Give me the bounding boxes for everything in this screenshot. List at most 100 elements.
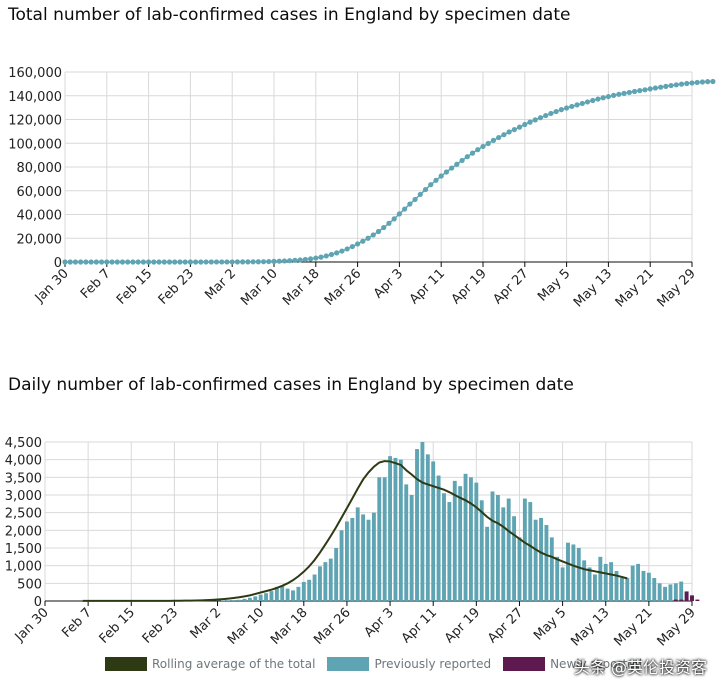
bar-previously-reported [533, 519, 538, 601]
cumulative-point [219, 259, 225, 265]
cumulative-point [490, 137, 497, 143]
cumulative-point [213, 259, 220, 265]
bar-previously-reported [226, 600, 231, 601]
cumulative-point [370, 232, 376, 238]
bar-previously-reported [382, 477, 387, 601]
cumulative-point [647, 86, 653, 92]
chart2-xtick-label: May 21 [611, 605, 655, 649]
cumulative-point [480, 143, 486, 150]
cumulative-point [522, 121, 528, 128]
bar-previously-reported [603, 563, 608, 601]
chart1-xtick-label: Mar 2 [202, 266, 239, 303]
bar-previously-reported [285, 588, 290, 601]
cumulative-point [652, 85, 659, 91]
cumulative-point [88, 259, 94, 265]
cumulative-point [240, 259, 246, 265]
chart1-xtick-label: May 21 [613, 266, 657, 310]
rolling-average-line [82, 460, 628, 602]
bar-previously-reported [366, 519, 371, 601]
chart1-ytick-label: 140,000 [8, 90, 62, 105]
cumulative-point [564, 105, 570, 111]
bar-previously-reported [388, 456, 393, 601]
cumulative-point [574, 102, 580, 108]
cumulative-point [349, 243, 355, 250]
cumulative-point [611, 92, 617, 98]
chart1-ytick-label: 100,000 [8, 137, 62, 152]
cumulative-point [548, 110, 554, 117]
chart2-title: Daily number of lab-confirmed cases in E… [8, 375, 574, 395]
bar-newly-reported [673, 599, 678, 601]
legend-entry-new[interactable]: Newly reported [503, 657, 642, 671]
bar-previously-reported [420, 442, 425, 601]
chart1-xtick-label: Mar 10 [238, 266, 281, 309]
bar-newly-reported [684, 591, 689, 601]
bar-previously-reported [442, 493, 446, 601]
legend-entry-previous[interactable]: Previously reported [327, 657, 491, 671]
cumulative-point [600, 95, 606, 101]
bar-previously-reported [334, 548, 339, 601]
cumulative-point [234, 259, 241, 265]
cumulative-point [663, 83, 669, 89]
legend-label-new: Newly reported [550, 657, 643, 671]
cumulative-point [198, 259, 204, 265]
cumulative-point [506, 129, 512, 135]
cumulative-point [396, 211, 402, 217]
chart1-xtick-label: May 29 [655, 266, 699, 310]
chart2-ytick-label: 2,500 [5, 507, 42, 522]
cumulative-point [229, 259, 235, 265]
cumulative-point [516, 124, 523, 130]
cumulative-point [297, 257, 303, 263]
bar-previously-reported [490, 491, 495, 601]
cumulative-point [135, 259, 141, 265]
cumulative-point [260, 259, 267, 265]
bar-previously-reported [361, 514, 366, 601]
chart2-xtick-label: Jan 30 [12, 605, 52, 645]
cumulative-point [130, 259, 136, 265]
cumulative-point [710, 78, 716, 85]
legend-swatch-previous [327, 657, 370, 671]
cumulative-line [65, 80, 713, 263]
bar-previously-reported [625, 578, 630, 601]
legend-entry-rolling[interactable]: Rolling average of the total [105, 657, 315, 671]
chart2-ytick-label: 3,500 [5, 471, 42, 486]
chart2-legend: Rolling average of the total Previously … [105, 657, 654, 671]
cumulative-point [255, 259, 261, 265]
chart2-xtick-label: Mar 10 [225, 605, 268, 648]
chart2-ytick-label: 3,000 [5, 489, 42, 504]
chart1-ytick-label: 40,000 [17, 209, 63, 224]
cumulative-point [172, 259, 178, 265]
chart2-ytick-label: 0 [34, 595, 42, 610]
bar-previously-reported [371, 512, 376, 601]
bar-previously-reported [668, 584, 673, 601]
chart2-xtick-label: Apr 11 [399, 605, 440, 646]
bar-previously-reported [619, 578, 624, 601]
cumulative-point [344, 246, 350, 252]
cumulative-point [302, 256, 308, 263]
chart1-ytick-label: 120,000 [8, 114, 62, 129]
cumulative-point [193, 259, 199, 265]
chart2-xtick-label: May 5 [531, 605, 569, 643]
bar-previously-reported [431, 461, 436, 601]
chart2-xtick-label: Feb 7 [59, 605, 95, 641]
cumulative-point [673, 82, 679, 88]
cumulative-point [323, 253, 329, 259]
bar-previously-reported [593, 574, 597, 601]
cumulative-point [72, 259, 79, 265]
chart1-ytick-label: 80,000 [17, 161, 63, 176]
cumulative-cases-chart: 0 20,000 40,000 60,000 80,000 100,000 120,000 1… [8, 66, 716, 310]
cumulative-point [334, 250, 340, 256]
bar-previously-reported [549, 537, 554, 601]
bar-previously-reported [404, 484, 409, 601]
bar-previously-reported [485, 526, 490, 601]
cumulative-point [537, 115, 544, 121]
cumulative-point [433, 177, 439, 183]
bar-previously-reported [274, 586, 279, 601]
bar-previously-reported [323, 562, 328, 601]
bar-previously-reported [479, 500, 484, 601]
chart2-xtick-label: May 29 [655, 605, 699, 649]
bar-previously-reported [501, 507, 506, 601]
chart2-ytick-label: 4,000 [5, 454, 42, 469]
bar-previously-reported [646, 572, 651, 601]
cumulative-point [459, 157, 465, 164]
cumulative-point [360, 238, 366, 244]
